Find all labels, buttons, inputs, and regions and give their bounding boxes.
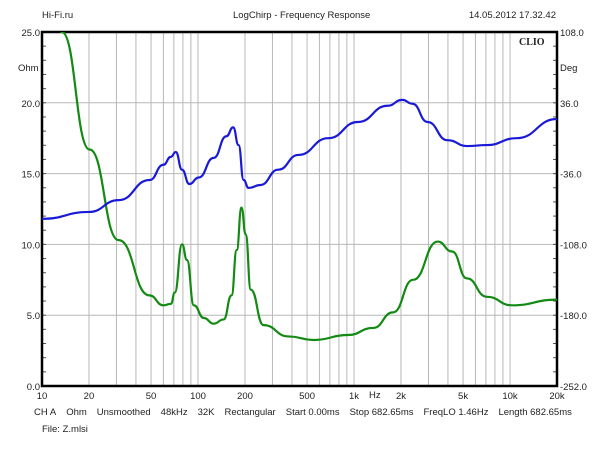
- y-tick-label: 5.0: [27, 311, 40, 322]
- x-tick-label: 20: [84, 391, 95, 402]
- x-tick-label: 50: [146, 391, 157, 402]
- y2-axis-label: Deg: [560, 63, 578, 74]
- y2-tick-label: 36.0: [560, 99, 579, 110]
- footer-info-item: 48kHz: [160, 407, 188, 418]
- x-tick-label: 10k: [502, 391, 518, 402]
- y-tick-label: 0.0: [27, 382, 40, 393]
- y-tick-label: 25.0: [22, 28, 41, 39]
- y-axis-label: Ohm: [18, 63, 39, 74]
- y2-tick-label: -36.0: [560, 170, 582, 181]
- x-tick-label: 2k: [396, 391, 406, 402]
- footer-info-item: Start 0.00ms: [285, 407, 340, 418]
- y2-tick-label: -108.0: [560, 240, 587, 251]
- footer-info-item: FreqLO 1.46Hz: [423, 407, 489, 418]
- x-tick-label: 20k: [549, 391, 565, 402]
- footer-info-item: Length 682.65ms: [498, 407, 572, 418]
- header-left: Hi-Fi.ru: [42, 10, 74, 21]
- series-phase-line: [42, 98, 557, 220]
- y-tick-label: 20.0: [22, 99, 41, 110]
- footer-file: File: Z.mlsi: [42, 424, 88, 435]
- footer-info-item: Rectangular: [224, 407, 276, 418]
- x-tick-label: 5k: [458, 391, 468, 402]
- x-tick-label: 200: [237, 391, 253, 402]
- chart-title: LogChirp - Frequency Response: [233, 10, 371, 21]
- y2-tick-label: -252.0: [560, 382, 587, 393]
- plot-frame: [40, 30, 559, 388]
- x-axis-label: Hz: [369, 390, 381, 401]
- footer-info-item: Ohm: [66, 407, 87, 418]
- header-timestamp: 14.05.2012 17.32.42: [468, 10, 556, 21]
- footer-info-item: Unsmoothed: [96, 407, 151, 418]
- footer-info-item: CH A: [34, 407, 57, 418]
- y2-tick-label: -180.0: [560, 311, 587, 322]
- y-tick-label: 15.0: [22, 170, 41, 181]
- series-impedance-line: [60, 32, 557, 342]
- x-tick-label: 100: [190, 391, 206, 402]
- y2-tick-label: 108.0: [560, 28, 584, 39]
- footer-info-item: Stop 682.65ms: [349, 407, 414, 418]
- x-tick-label: 10: [37, 391, 48, 402]
- footer-info-item: 32K: [197, 407, 215, 418]
- y-tick-label: 10.0: [22, 240, 41, 251]
- footer-info: CH A Ohm Unsmoothed 48kHz 32K Rectangular Star…: [34, 407, 572, 418]
- clio-logo: CLIO: [519, 37, 545, 48]
- x-tick-label: 500: [299, 391, 315, 402]
- x-tick-label: 1k: [349, 391, 359, 402]
